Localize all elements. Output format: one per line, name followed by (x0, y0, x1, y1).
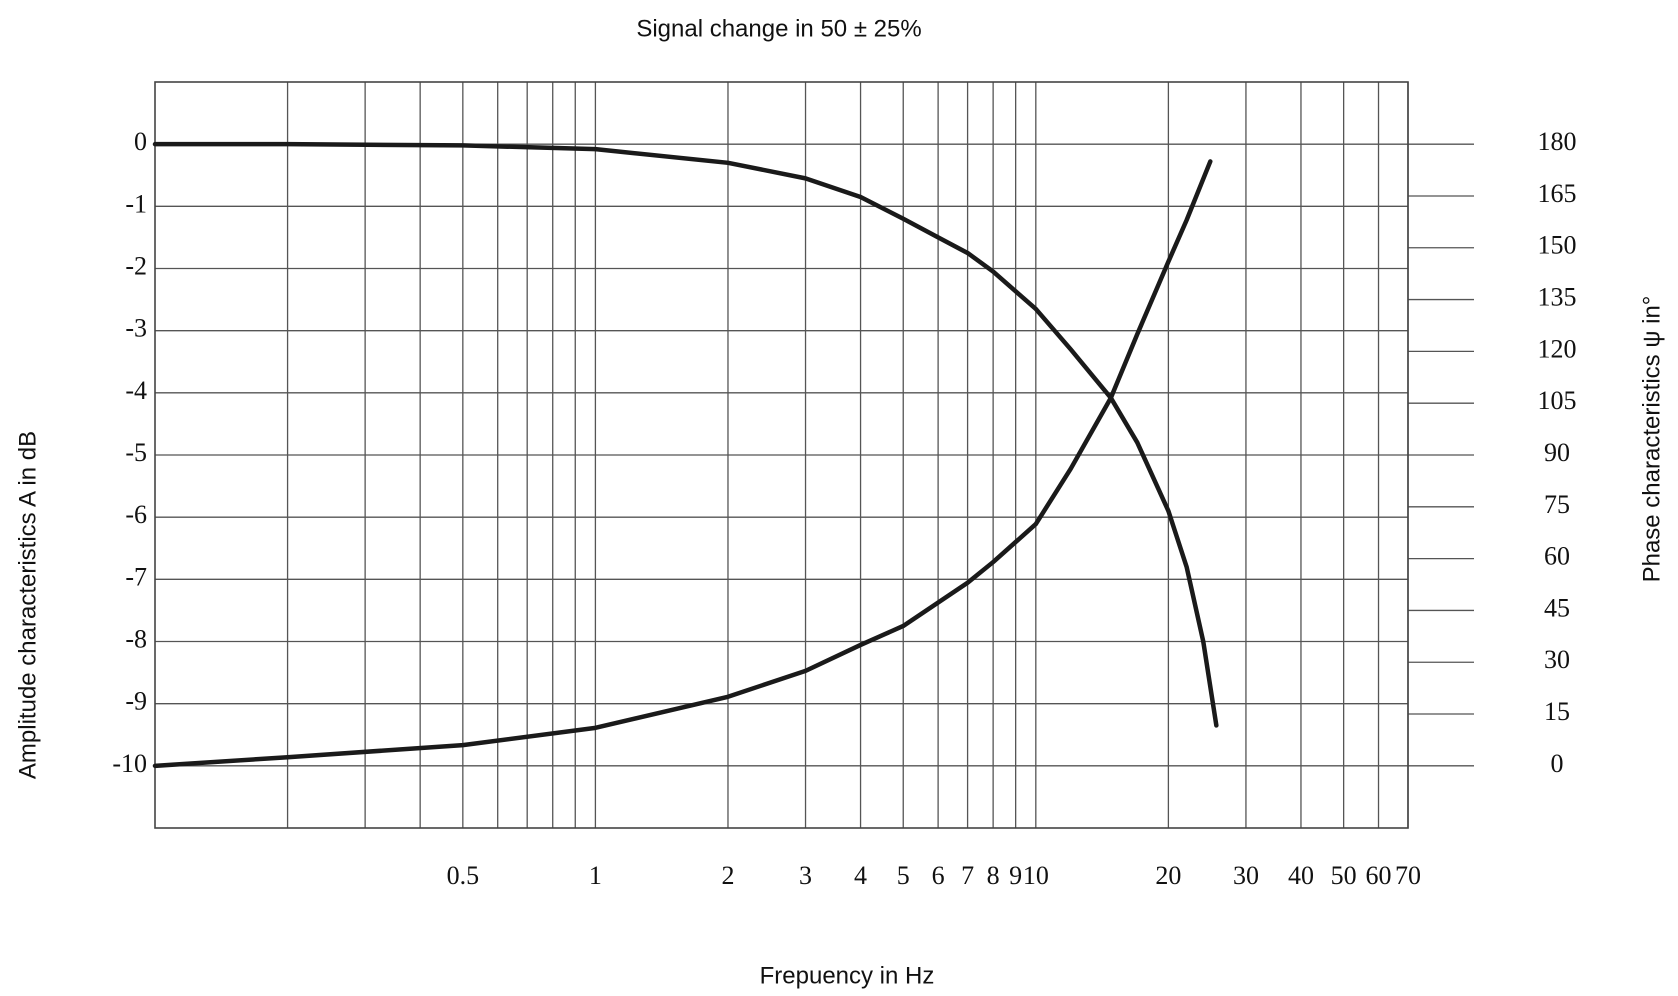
y2-tick-label: 165 (1538, 179, 1577, 208)
y2-tick-label: 135 (1538, 283, 1577, 312)
x-tick-label: 6 (932, 861, 945, 890)
x-tick-label: 9 (1009, 861, 1022, 890)
x-axis-label: Frepuency in Hz (760, 962, 935, 989)
x-tick-label: 30 (1233, 861, 1259, 890)
y-tick-label: -6 (125, 500, 147, 529)
x-tick-label: 8 (987, 861, 1000, 890)
y-tick-label: -2 (125, 251, 147, 280)
y2-tick-label: 30 (1544, 645, 1570, 674)
chart-title: Signal change in 50 ± 25% (636, 15, 921, 42)
y2-tick-label: 105 (1538, 386, 1577, 415)
y-tick-label: -7 (125, 562, 147, 591)
y2-tick-label: 45 (1544, 593, 1570, 622)
y-tick-label: -9 (125, 687, 147, 716)
y2-tick-label: 60 (1544, 542, 1570, 571)
x-tick-label: 20 (1155, 861, 1181, 890)
y-tick-label: -5 (125, 438, 147, 467)
x-tick-label: 2 (721, 861, 734, 890)
x-tick-label: 40 (1288, 861, 1314, 890)
x-tick-label: 7 (961, 861, 974, 890)
y2-tick-label: 75 (1544, 490, 1570, 519)
x-tick-label: 70 (1395, 861, 1421, 890)
y2-tick-label: 0 (1551, 749, 1564, 778)
y2-tick-label: 90 (1544, 438, 1570, 467)
x-tick-label: 50 (1331, 861, 1357, 890)
series-line (152, 159, 1213, 769)
y-tick-label: 0 (134, 127, 147, 156)
x-tick-label: 60 (1366, 861, 1392, 890)
series-line (152, 141, 1219, 728)
y2-tick-label: 15 (1544, 697, 1570, 726)
y2-tick-label: 150 (1538, 231, 1577, 260)
y-tick-label: -1 (125, 189, 147, 218)
y-tick-label: -10 (112, 749, 147, 778)
x-tick-label: 4 (854, 861, 867, 890)
y2-tick-label: 180 (1538, 127, 1577, 156)
x-tick-label: 1 (589, 861, 602, 890)
x-tick-label: 5 (897, 861, 910, 890)
x-tick-label: 3 (799, 861, 812, 890)
y-tick-label: -4 (125, 376, 147, 405)
y2-axis-label: Phase characteristics ψ in° (1638, 296, 1665, 583)
x-tick-label: 10 (1023, 861, 1049, 890)
y2-tick-label: 120 (1538, 334, 1577, 363)
plot-frame (154, 81, 1409, 829)
y-axis-label: Amplitude characteristics A in dB (14, 431, 41, 779)
y-tick-label: -3 (125, 314, 147, 343)
x-tick-label: 0.5 (447, 861, 480, 890)
y-tick-label: -8 (125, 624, 147, 653)
